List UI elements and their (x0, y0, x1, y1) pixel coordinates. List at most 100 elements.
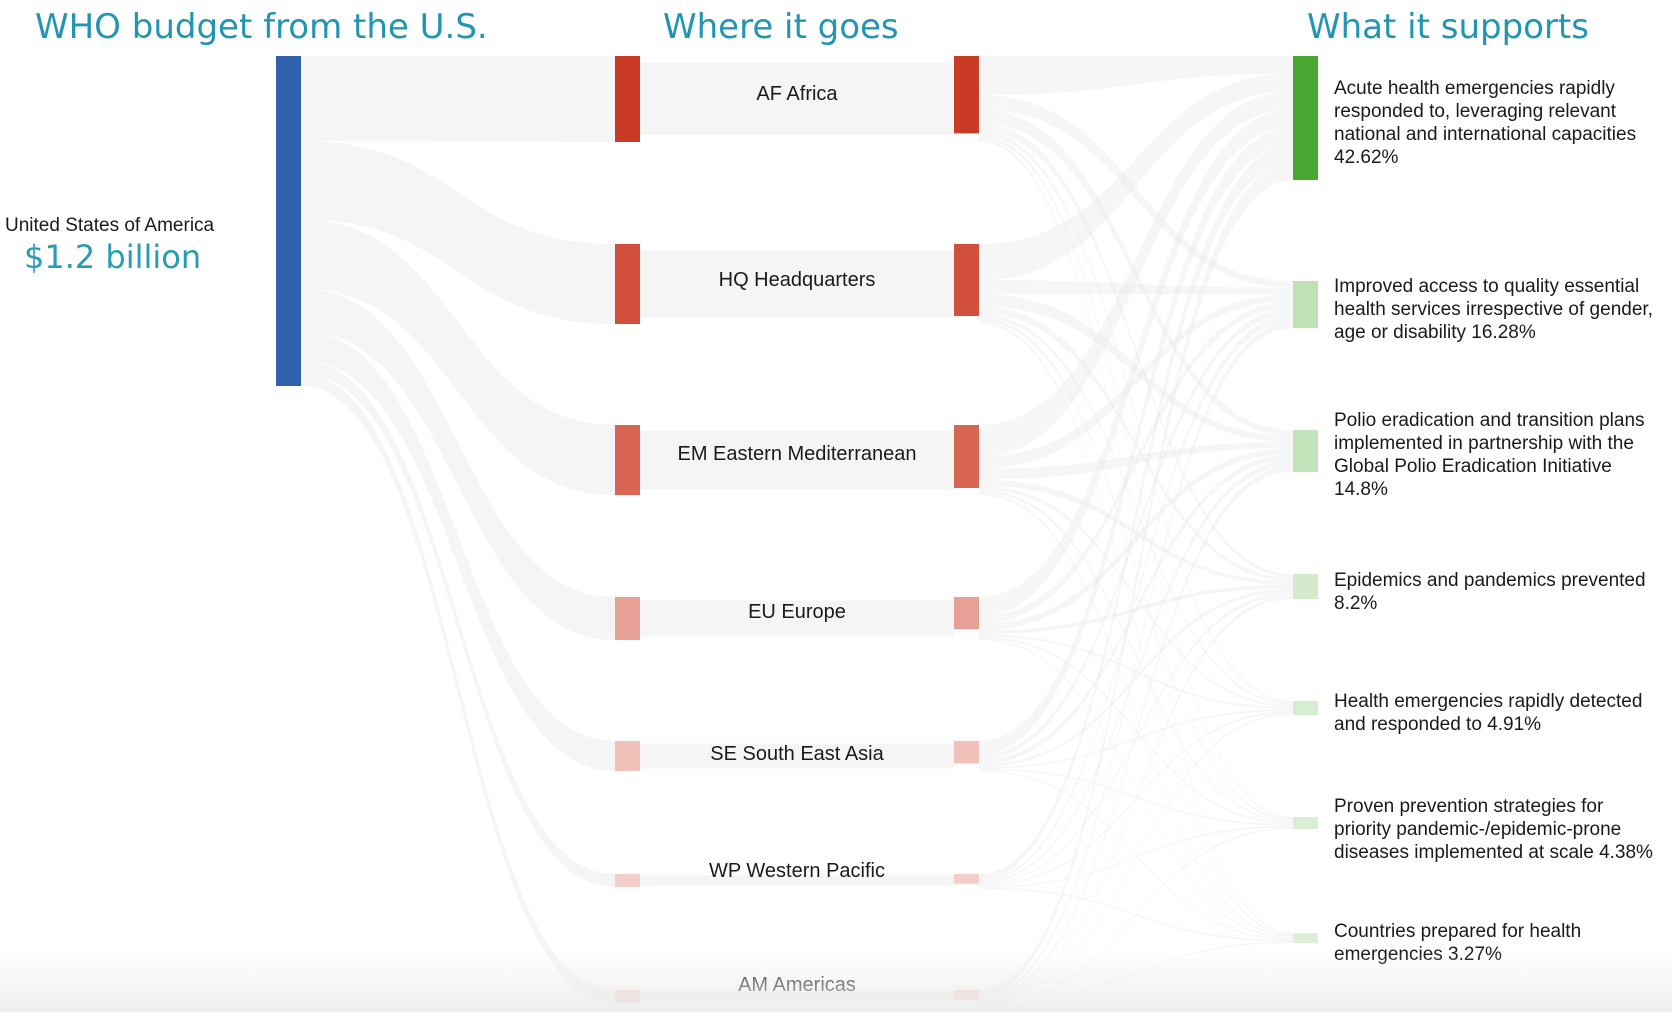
region-node-left[interactable] (615, 597, 640, 640)
region-outcome-link (979, 306, 1293, 582)
outcome-label-line: Countries prepared for health (1334, 921, 1581, 942)
region-outcome-link (979, 294, 1293, 469)
labels: AF Africa HQ Headquarters EM Eastern Medit… (677, 78, 1653, 996)
region-node-left[interactable] (615, 244, 640, 324)
outcome-label-line: Epidemics and pandemics prevented (1334, 570, 1646, 591)
region-outcome-link (979, 634, 1293, 709)
source-node[interactable] (276, 56, 301, 386)
region-outcome-link (979, 825, 1293, 888)
region-node-right[interactable] (954, 56, 979, 134)
region-node-right[interactable] (954, 425, 979, 488)
region-outcome-link (979, 307, 1293, 760)
outcome-label-line: responded to, leveraging relevant (1334, 101, 1617, 122)
region-outcome-link (979, 314, 1293, 883)
outcome-label: Polio eradication and transition plans im… (1334, 410, 1645, 500)
region-outcome-link (979, 73, 1293, 281)
region-outcome-link (979, 126, 1293, 755)
region-label: AM Americas (738, 974, 856, 996)
region-node-left[interactable] (615, 874, 640, 887)
region-outcome-link (979, 466, 1293, 1001)
outcome-node[interactable] (1293, 281, 1318, 328)
region-outcome-link (979, 130, 1293, 703)
region-label: EU Europe (748, 601, 846, 623)
region-band (640, 600, 954, 637)
outcome-label-line: Polio eradication and transition plans (1334, 410, 1645, 431)
region-node-left[interactable] (615, 425, 640, 495)
outcome-node[interactable] (1293, 933, 1318, 943)
region-outcome-link (979, 91, 1293, 457)
region-outcome-link (979, 768, 1293, 826)
region-outcome-link (979, 56, 1293, 95)
region-outcome-link (979, 162, 1293, 996)
region-node-left[interactable] (615, 990, 640, 1003)
region-outcome-link (979, 492, 1293, 938)
source-region-link (301, 140, 615, 324)
outcome-label-line: priority pandemic-/epidemic-prone (1334, 819, 1621, 840)
outcome-label-line: 14.8% (1334, 479, 1388, 500)
region-outcome-link (979, 301, 1293, 624)
source-region-link (301, 360, 615, 887)
outcome-label: Acute health emergencies rapidly responde… (1334, 78, 1636, 168)
region-outcome-link (979, 293, 1293, 442)
region-outcome-link (979, 138, 1293, 935)
region-outcome-link (979, 109, 1293, 436)
region-outcome-link (979, 280, 1293, 295)
region-node-left[interactable] (615, 56, 640, 142)
region-outcome-link (979, 713, 1293, 1003)
region-outcome-link (979, 109, 1293, 617)
region-outcome-link (979, 144, 1293, 880)
outcome-label-line: Acute health emergencies rapidly (1334, 78, 1615, 99)
outcome-label-line: emergencies 3.27% (1334, 944, 1502, 965)
region-band (640, 430, 954, 490)
outcome-label: Epidemics and pandemics prevented 8.2% (1334, 570, 1646, 614)
region-node-right[interactable] (954, 874, 979, 884)
region-outcome-link (979, 588, 1293, 768)
flow-links (301, 56, 1293, 1005)
region-outcome-link (979, 321, 1293, 999)
region-label: HQ Headquarters (719, 269, 876, 291)
region-outcome-link (979, 313, 1293, 705)
source-region-link (301, 56, 615, 142)
outcome-label-line: national and international capacities (1334, 124, 1636, 145)
source-label: United States of America (5, 215, 215, 236)
region-node-left[interactable] (615, 741, 640, 771)
region-outcome-link (979, 321, 1293, 936)
source-region-link (301, 330, 615, 771)
region-label: SE South East Asia (710, 743, 884, 765)
outcome-label: Countries prepared for health emergencies… (1334, 921, 1581, 965)
middle-heading: Where it goes (663, 7, 899, 47)
outcome-node[interactable] (1293, 701, 1318, 715)
region-outcome-link (979, 317, 1293, 821)
region-outcome-link (979, 442, 1293, 480)
source-region-link (301, 219, 615, 495)
outcome-node[interactable] (1293, 817, 1318, 829)
region-band (640, 62, 954, 136)
region-outcome-link (979, 591, 1293, 886)
outcome-label: Proven prevention strategies for priority… (1334, 796, 1653, 863)
region-outcome-link (979, 454, 1293, 765)
region-outcome-link (979, 887, 1293, 942)
region-outcome-link (979, 94, 1293, 288)
outcome-label-line: Global Polio Eradication Initiative (1334, 456, 1612, 477)
region-node-right[interactable] (954, 990, 979, 1000)
region-band (640, 743, 954, 769)
region-outcome-link (979, 460, 1293, 885)
region-node-right[interactable] (954, 597, 979, 630)
region-node-right[interactable] (954, 741, 979, 764)
outcome-label-line: diseases implemented at scale 4.38% (1334, 842, 1653, 863)
region-outcome-link (979, 122, 1293, 578)
region-band (640, 250, 954, 318)
region-label: AF Africa (756, 83, 838, 105)
outcome-node[interactable] (1293, 430, 1318, 472)
region-outcome-link (979, 479, 1293, 585)
source-region-link (301, 288, 615, 640)
region-node-right[interactable] (954, 244, 979, 316)
outcome-node[interactable] (1293, 56, 1318, 180)
region-outcome-link (979, 448, 1293, 631)
source-region-link (301, 373, 615, 1003)
outcome-node[interactable] (1293, 574, 1318, 599)
region-outcome-link (979, 595, 1293, 1002)
region-outcome-link (979, 636, 1293, 824)
source-amount: $1.2 billion (24, 238, 201, 276)
